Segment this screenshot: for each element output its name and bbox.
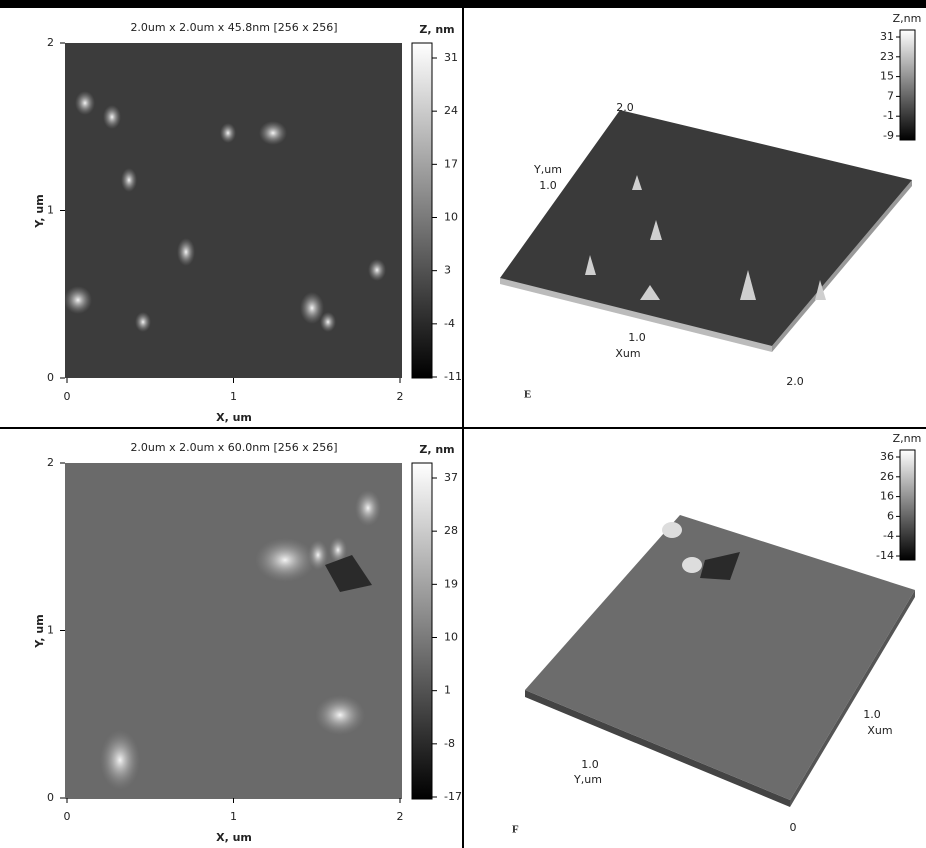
colorbar-tick-label: 17 [444,157,458,170]
colorbar-tick-label: 16 [880,490,894,503]
panel-label: E [524,389,531,401]
y-axis-label: Y, um [33,194,46,228]
colorbar-tick-label: 15 [880,70,894,83]
y-tick-label: 1 [47,204,54,217]
y-tick-label: 2 [47,36,54,49]
colorbar-tick-label: 23 [880,50,894,63]
colorbar-tick-label: 10 [444,211,458,224]
panel-title: 2.0um x 2.0um x 60.0nm [256 x 256] [130,441,337,454]
x-tick-label: 2 [397,390,404,403]
page: 2.0um x 2.0um x 45.8nm [256 x 256] Z, nm 3… [0,0,926,848]
x-axis-label: X, um [216,831,252,844]
axis-text: 1.0 [581,758,599,771]
colorbar-label: Z, nm [419,23,454,36]
colorbar-tick-label: -17 [444,790,462,803]
axis-text: Xum [615,347,640,360]
colorbar-tick-label: -8 [444,737,455,750]
colorbar-tick-label: 19 [444,577,458,590]
y-tick-label: 0 [47,791,54,804]
colorbar-tick-label: 10 [444,631,458,644]
axis-text: 0 [790,821,797,834]
colorbar-tick-label: 24 [444,104,458,117]
axis-text: Y,um [533,163,562,176]
colorbar-tick-label: 37 [444,471,458,484]
surface-3d [500,110,912,346]
x-axis-label: X, um [216,411,252,424]
colorbar-tick-label: -1 [883,109,894,122]
colorbar-tick-label: 1 [444,684,451,697]
colorbar-tick-label: 3 [444,264,451,277]
top-bar [0,0,926,8]
colorbar [900,30,915,140]
axis-text: Xum [867,724,892,737]
axis-text: 1.0 [863,708,881,721]
colorbar-tick-label: 7 [887,89,894,102]
x-tick-label: 0 [64,390,71,403]
x-tick-label: 2 [397,810,404,823]
figure: 2.0um x 2.0um x 45.8nm [256 x 256] Z, nm 3… [0,0,926,848]
panel-label: F [512,824,519,836]
y-tick-label: 0 [47,371,54,384]
axis-text: 2.0 [786,375,804,388]
colorbar [412,43,432,378]
colorbar [900,450,915,560]
afm-image [65,43,402,378]
colorbar-tick-label: 31 [444,51,458,64]
panel-title: 2.0um x 2.0um x 45.8nm [256 x 256] [130,21,337,34]
x-tick-label: 1 [230,390,237,403]
colorbar-label: Z,nm [893,432,922,445]
colorbar-tick-label: -11 [444,370,462,383]
x-tick-label: 1 [230,810,237,823]
colorbar-tick-label: 6 [887,509,894,522]
axis-text: Y,um [573,773,602,786]
x-tick-label: 0 [64,810,71,823]
colorbar-tick-label: -4 [883,529,894,542]
colorbar-tick-label: 28 [444,524,458,537]
colorbar-label: Z,nm [893,12,922,25]
colorbar-tick-label: 26 [880,470,894,483]
y-tick-label: 2 [47,456,54,469]
colorbar-tick-label: -9 [883,129,894,142]
colorbar-label: Z, nm [419,443,454,456]
y-tick-label: 1 [47,624,54,637]
colorbar [412,463,432,799]
colorbar-tick-label: -14 [876,549,894,562]
axis-text: 1.0 [539,179,557,192]
y-axis-label: Y, um [33,614,46,648]
axis-text: 2.0 [616,101,634,114]
colorbar-tick-label: 36 [880,450,894,463]
axis-text: 1.0 [628,331,646,344]
colorbar-tick-label: -4 [444,317,455,330]
colorbar-tick-label: 31 [880,30,894,43]
